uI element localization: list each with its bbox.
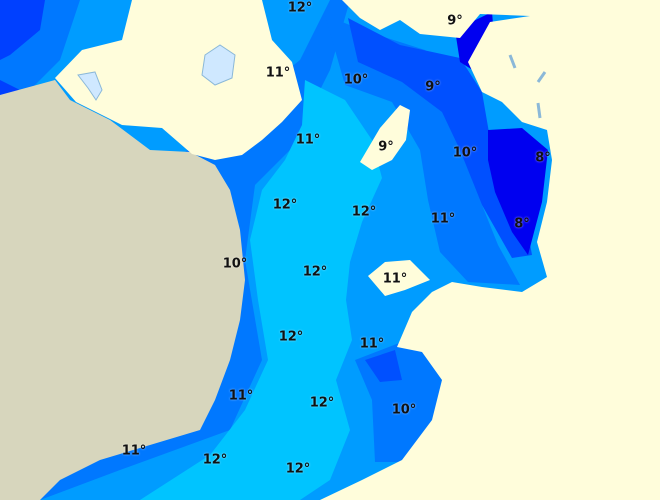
lakes-lake-district [508,54,547,119]
temperature-label: 10° [222,256,248,272]
temperature-label: 9° [425,79,441,95]
sea-9-zone [348,18,532,382]
temperature-label: 11° [228,388,254,404]
sea-8-corner [0,0,45,110]
land-northern-ireland [55,0,302,160]
temperature-label: 9° [447,13,463,29]
temperature-label: 12° [202,452,228,468]
temperature-label: 11° [265,65,291,81]
land-great-britain [320,0,660,500]
land-other [0,80,245,500]
temperature-label: 12° [272,197,298,213]
temperature-label: 9° [378,139,394,155]
temperature-label: 8° [514,216,530,232]
lake-lough-neagh [201,44,236,86]
temperature-label: 12° [285,461,311,477]
temperature-label: 11° [382,271,408,287]
temperature-label: 12° [302,264,328,280]
temperature-label: 12° [278,329,304,345]
lake-lough-erne [77,71,103,101]
temperature-label: 12° [309,395,335,411]
temperature-label: 11° [359,336,385,352]
sea-12-zone [140,80,382,500]
temperature-label: 12° [287,0,313,16]
temperature-label: 10° [452,145,478,161]
temperature-label: 11° [430,211,456,227]
land-isle-of-man [360,105,410,170]
land-anglesey [368,260,430,296]
temperature-label: 10° [343,72,369,88]
temperature-label: 10° [391,402,417,418]
temperature-label: 8° [535,150,551,166]
temperature-label: 12° [351,204,377,220]
temperature-label: 11° [295,132,321,148]
sea-10-zone-north [325,15,520,285]
temperature-label: 11° [121,443,147,459]
